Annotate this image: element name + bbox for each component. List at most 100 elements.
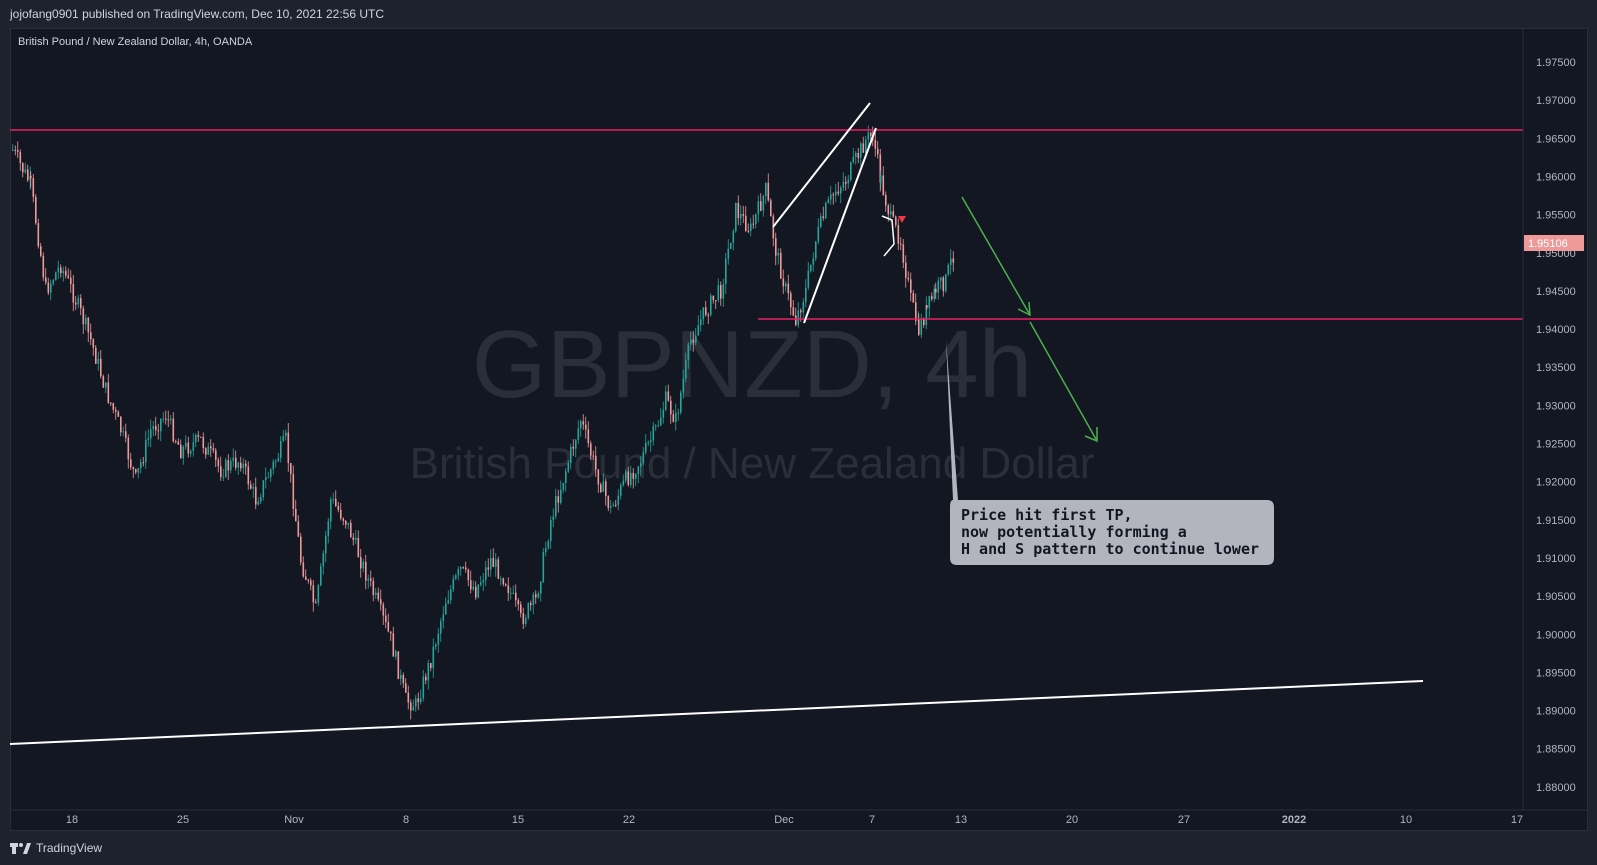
candle-body <box>827 199 830 203</box>
annotation-callout[interactable]: Price hit first TP, now potentially form… <box>946 339 1274 565</box>
candle-body <box>785 283 787 287</box>
candle-body <box>700 319 702 326</box>
candle-body <box>690 339 692 345</box>
candle-body <box>577 428 580 441</box>
candle-body <box>702 307 705 320</box>
candle-body <box>122 431 125 433</box>
candle-body <box>465 567 467 570</box>
candle-body <box>162 418 165 420</box>
candle-body <box>175 441 177 443</box>
candle-body <box>777 252 780 256</box>
candle-body <box>357 537 360 557</box>
wedge-lower-line[interactable] <box>803 127 877 324</box>
trend-line[interactable] <box>9 680 1424 745</box>
down-arrow-2[interactable] <box>1029 321 1098 443</box>
time-tick-label: 13 <box>955 814 967 826</box>
candle-body <box>722 284 725 299</box>
candle-body <box>710 295 712 316</box>
time-axis[interactable]: 18 25 Nov 8 15 22 Dec 7 13 20 27 2022 10 17 <box>66 814 1523 826</box>
candle-body <box>315 602 317 604</box>
price-tick-label: 1.90500 <box>1536 591 1576 603</box>
candle-body <box>72 284 75 303</box>
candle-body <box>322 553 325 567</box>
candle-body <box>70 277 72 285</box>
candle-body <box>165 418 167 420</box>
candle-body <box>810 264 812 271</box>
price-tick-label: 1.88500 <box>1536 744 1576 756</box>
candle-body <box>952 258 955 263</box>
candle-body <box>695 335 697 343</box>
candle-body <box>622 480 625 486</box>
candle-body <box>62 270 65 274</box>
candle-body <box>440 621 442 634</box>
candle-body <box>285 432 287 437</box>
candle-body <box>500 578 502 580</box>
candle-body <box>597 469 600 485</box>
candle-body <box>672 414 675 422</box>
candle-body <box>755 214 757 225</box>
candle-body <box>360 556 362 569</box>
chart-pane[interactable] <box>10 28 1588 831</box>
candle-body <box>855 152 857 157</box>
candle-body <box>910 279 912 293</box>
publish-header: jojofang0901 published on TradingView.co… <box>0 0 1597 28</box>
down-arrow-1[interactable] <box>961 196 1031 317</box>
candle-body <box>660 417 662 426</box>
candle-body <box>385 615 387 622</box>
candle-body <box>367 578 370 581</box>
candle-body <box>537 593 540 598</box>
candle-body <box>200 436 202 438</box>
price-tick-label: 1.92000 <box>1536 477 1576 489</box>
candle-body <box>787 283 790 294</box>
candle-body <box>97 358 100 364</box>
candle-body <box>425 676 427 681</box>
candle-body <box>745 215 747 231</box>
price-tick-label: 1.94000 <box>1536 324 1576 336</box>
candle-body <box>847 179 850 184</box>
candle-body <box>397 651 400 679</box>
candle-body <box>12 149 14 151</box>
candle-body <box>547 540 550 549</box>
candle-body <box>447 600 450 604</box>
candle-body <box>80 298 82 309</box>
candle-body <box>22 162 24 173</box>
candle-body <box>50 283 52 293</box>
candle-body <box>552 516 555 521</box>
candle-body <box>160 418 162 432</box>
tradingview-logo-icon <box>10 843 31 854</box>
candle-body <box>92 339 95 348</box>
candle-body <box>737 202 740 219</box>
candle-body <box>845 181 847 184</box>
flag-shape[interactable] <box>881 215 895 257</box>
candle-body <box>297 521 300 537</box>
candle-body <box>335 498 337 506</box>
candle-body <box>422 676 425 699</box>
candle-body <box>300 536 302 563</box>
candle-body <box>675 412 677 422</box>
candle-body <box>582 421 585 425</box>
candle-body <box>665 391 667 410</box>
candle-body <box>800 310 802 313</box>
price-tick-label: 1.92500 <box>1536 439 1576 451</box>
candle-body <box>522 613 525 624</box>
candle-body <box>705 307 707 315</box>
footer-bar: TradingView <box>0 831 1597 865</box>
candle-body <box>340 509 342 519</box>
candle-body <box>720 285 722 299</box>
candle-body <box>222 476 225 478</box>
candle-body <box>535 594 537 598</box>
candle-body <box>542 552 545 582</box>
tradingview-logo[interactable]: TradingView <box>10 831 102 865</box>
candle-body <box>575 440 577 449</box>
wedge-upper-line[interactable] <box>772 102 871 228</box>
candle-body <box>245 463 247 467</box>
candle-body <box>460 567 462 570</box>
candle-body <box>685 360 687 379</box>
candle-body <box>918 319 920 335</box>
price-axis[interactable]: 1.975001.970001.965001.960001.955001.950… <box>1536 57 1576 794</box>
candle-body <box>32 178 35 197</box>
candle-body <box>35 196 37 224</box>
time-tick-label: 15 <box>512 814 524 826</box>
candle-body <box>310 580 312 586</box>
